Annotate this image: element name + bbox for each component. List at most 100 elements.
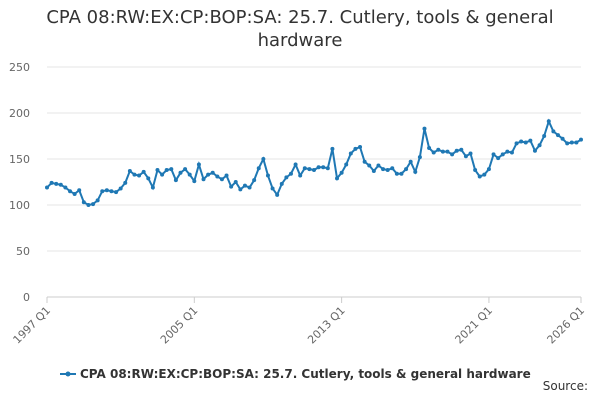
point [486, 167, 491, 172]
point [284, 175, 289, 180]
point [551, 129, 556, 134]
point [91, 202, 96, 207]
point [325, 166, 330, 171]
point [528, 138, 533, 143]
source: Source: [543, 379, 588, 393]
point [537, 143, 542, 148]
point [298, 173, 303, 178]
point [127, 168, 132, 173]
point [54, 181, 59, 186]
y-tick-label: 100 [9, 199, 30, 212]
point [454, 148, 459, 153]
point [233, 180, 238, 184]
point [261, 157, 266, 161]
point [49, 180, 54, 185]
point [196, 162, 201, 167]
point [519, 139, 524, 144]
point [252, 178, 257, 183]
point [459, 147, 464, 152]
point [450, 152, 455, 157]
point [219, 177, 224, 182]
point [473, 168, 478, 173]
point [215, 174, 220, 179]
x-tick-label: 2013 Q1 [305, 304, 348, 347]
point [367, 163, 372, 168]
point [270, 186, 275, 191]
point [546, 119, 551, 124]
point [565, 141, 570, 146]
point [579, 137, 583, 142]
point [256, 166, 261, 171]
point [173, 178, 178, 183]
point [178, 170, 183, 175]
point [58, 182, 63, 187]
point [496, 156, 501, 161]
point [183, 167, 188, 172]
point [86, 203, 91, 207]
point [555, 133, 560, 138]
point [348, 151, 353, 156]
point [482, 172, 487, 177]
point [385, 168, 390, 173]
point [477, 174, 482, 179]
point [123, 180, 128, 185]
point [72, 191, 77, 196]
point [150, 185, 155, 190]
point [118, 186, 123, 191]
point [312, 168, 316, 173]
point [95, 198, 100, 203]
point [104, 188, 109, 193]
point [307, 167, 312, 172]
y-tick-label: 250 [9, 61, 30, 74]
point [45, 185, 49, 190]
point [100, 189, 105, 194]
point [532, 148, 537, 153]
point [155, 168, 160, 173]
point [81, 200, 86, 205]
point [362, 159, 367, 164]
point [169, 167, 174, 172]
point [68, 189, 73, 194]
point [463, 154, 468, 159]
point [353, 146, 358, 151]
point [275, 192, 280, 197]
point [491, 152, 496, 157]
point [224, 173, 229, 178]
point [293, 162, 298, 167]
point [330, 146, 335, 151]
point [514, 141, 519, 146]
point [468, 151, 473, 156]
point [413, 169, 418, 174]
point [390, 166, 395, 171]
point [229, 184, 234, 189]
point [560, 136, 565, 141]
point [114, 190, 119, 195]
point [146, 176, 151, 181]
point [404, 167, 409, 172]
point [505, 149, 510, 154]
point [408, 159, 413, 164]
point [542, 134, 547, 138]
point [523, 140, 528, 145]
point [302, 166, 307, 171]
point [247, 185, 252, 190]
x-tick-label: 1997 Q1 [11, 304, 54, 347]
point [141, 169, 146, 174]
point [445, 149, 450, 154]
legend-marker [65, 371, 71, 377]
point [399, 171, 404, 176]
y-tick-label: 50 [16, 245, 30, 258]
point [137, 173, 142, 178]
x-tick-label: 2026 Q1 [545, 304, 588, 347]
y-tick-label: 0 [23, 291, 30, 304]
point [417, 155, 422, 160]
chart-title: CPA 08:RW:EX:CP:BOP:SA: 25.7. Cutlery, t… [46, 7, 554, 51]
point [238, 187, 243, 192]
line [46, 118, 582, 207]
point [279, 181, 284, 186]
point [339, 170, 344, 175]
point [321, 165, 326, 170]
point [394, 171, 399, 176]
